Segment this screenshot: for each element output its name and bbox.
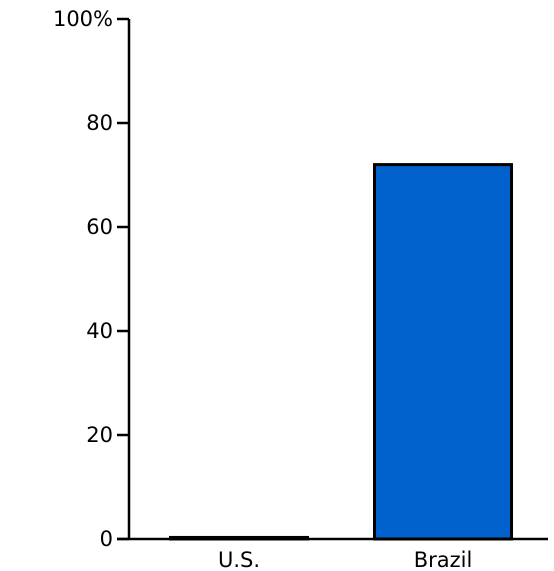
y-tick-label: 0 [100, 527, 113, 551]
y-tick-label: 40 [86, 319, 113, 343]
y-tick-label: 100% [53, 7, 113, 31]
y-tick-label: 60 [86, 215, 113, 239]
y-tick-label: 20 [86, 423, 113, 447]
y-axis-ticks: 0 20 40 60 80 100% [53, 7, 129, 551]
x-axis-labels: U.S. Brazil [218, 548, 472, 571]
x-category-label: U.S. [218, 548, 260, 571]
y-tick-label: 80 [86, 111, 113, 135]
x-category-label: Brazil [414, 548, 473, 571]
bars [169, 163, 513, 541]
bar-brazil [373, 163, 513, 541]
